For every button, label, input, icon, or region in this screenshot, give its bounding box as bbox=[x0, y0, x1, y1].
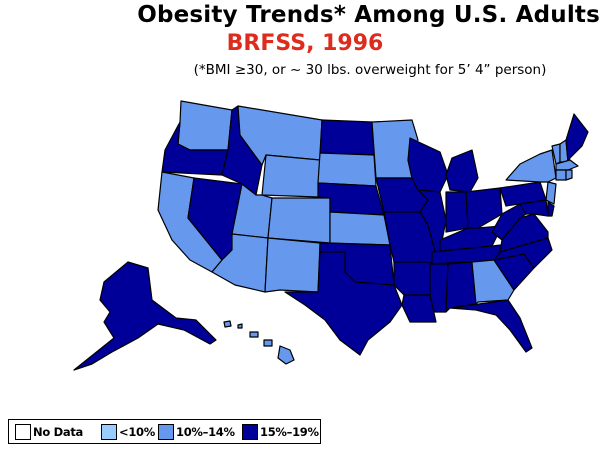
legend-label-10-14: 10%–14% bbox=[176, 425, 235, 439]
state-IN bbox=[445, 191, 469, 233]
map-title: Obesity Trends* Among U.S. Adults bbox=[137, 2, 600, 28]
legend-item-15-19: 15%–19% bbox=[242, 424, 319, 440]
state-DE bbox=[547, 201, 555, 217]
legend-label-lt10: <10% bbox=[119, 425, 155, 439]
legend-swatch-lt10 bbox=[101, 424, 117, 440]
state-CT bbox=[555, 169, 567, 181]
state-FL bbox=[449, 299, 533, 353]
map-legend: No Data <10% 10%–14% 15%–19% bbox=[8, 419, 321, 444]
bmi-footnote: (*BMI ≥30, or ~ 30 lbs. overweight for 5… bbox=[193, 62, 547, 78]
state-NJ bbox=[545, 181, 557, 205]
state-AR bbox=[393, 261, 433, 296]
state-OH bbox=[465, 187, 503, 229]
legend-label-no-data: No Data bbox=[33, 425, 83, 439]
legend-swatch-15-19 bbox=[242, 424, 258, 440]
state-TX bbox=[284, 251, 403, 356]
state-IL bbox=[417, 189, 447, 263]
state-LA bbox=[401, 294, 437, 323]
state-HI bbox=[223, 320, 295, 365]
state-NM bbox=[264, 237, 321, 293]
state-SD bbox=[317, 152, 377, 187]
state-MA bbox=[555, 159, 579, 171]
legend-label-15-19: 15%–19% bbox=[260, 425, 319, 439]
state-NY bbox=[505, 149, 557, 183]
state-CO bbox=[267, 197, 331, 244]
state-KS bbox=[329, 211, 391, 246]
legend-swatch-no-data bbox=[15, 424, 31, 440]
state-MI bbox=[445, 149, 479, 193]
state-ME bbox=[565, 113, 589, 163]
map-subtitle: BRFSS, 1996 bbox=[226, 31, 384, 56]
state-WY bbox=[261, 154, 321, 198]
state-RI bbox=[565, 169, 573, 181]
legend-swatch-10-14 bbox=[158, 424, 174, 440]
legend-item-no-data: No Data bbox=[15, 424, 83, 440]
state-ND bbox=[319, 119, 375, 156]
legend-item-lt10: <10% bbox=[101, 424, 155, 440]
legend-item-10-14: 10%–14% bbox=[158, 424, 235, 440]
state-AK bbox=[73, 261, 217, 371]
state-MS bbox=[429, 263, 449, 313]
state-WA bbox=[177, 100, 233, 151]
state-MD bbox=[519, 199, 549, 217]
